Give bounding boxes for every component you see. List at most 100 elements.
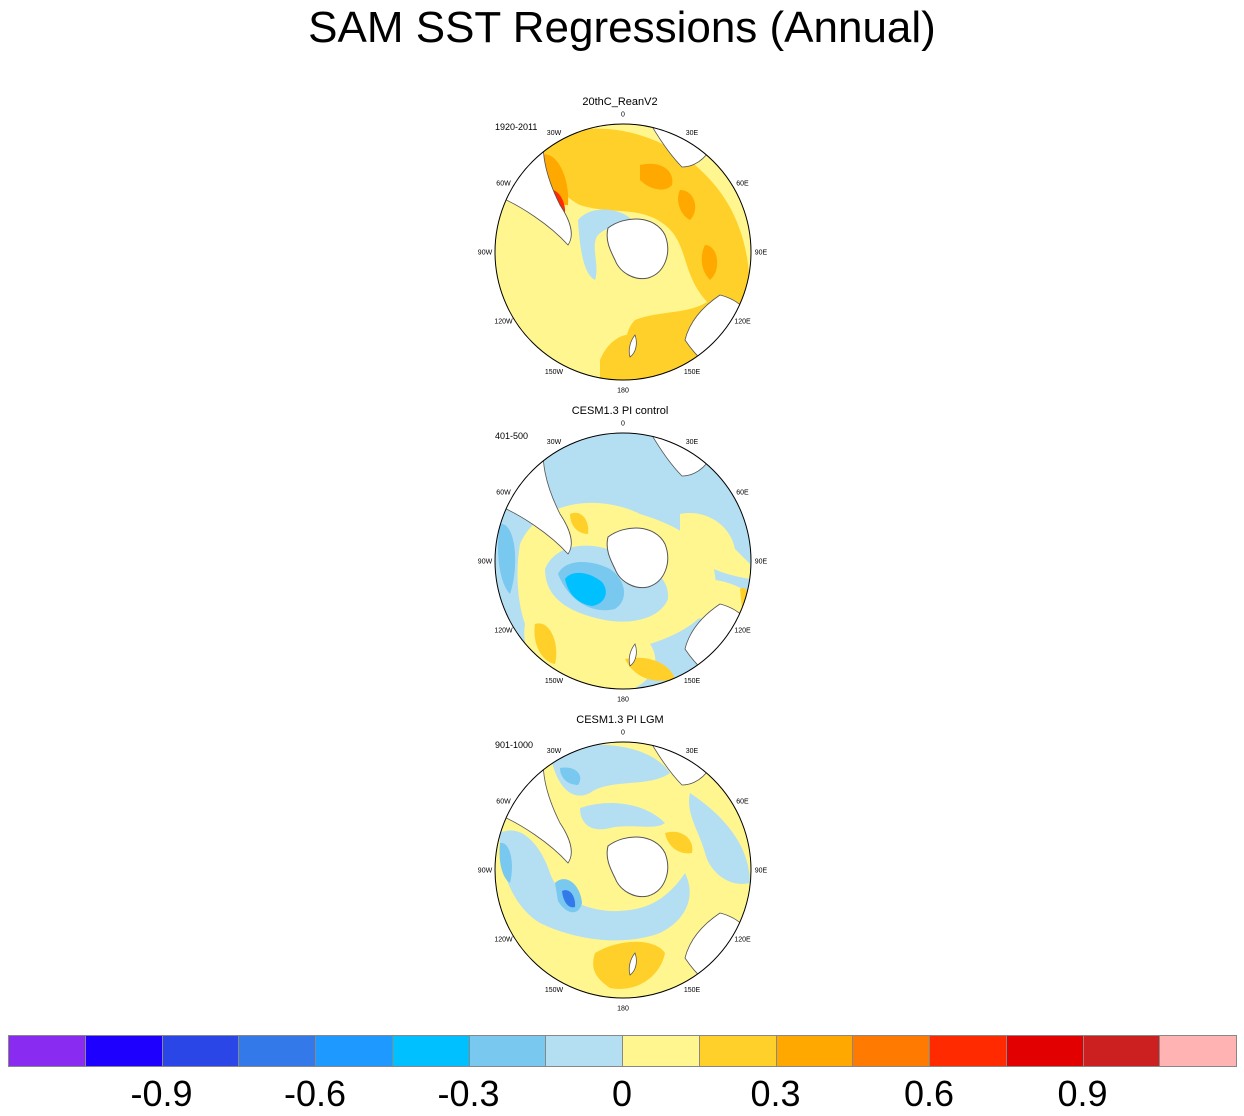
longitude-label: 90W	[478, 868, 493, 875]
colorbar-box	[775, 1035, 854, 1067]
longitude-label: 0	[621, 112, 625, 119]
longitude-label: 30W	[547, 439, 562, 446]
negative-anomaly-region	[499, 830, 690, 941]
positive-anomaly-spot	[534, 623, 557, 664]
figure-title: SAM SST Regressions (Annual)	[308, 3, 936, 52]
panel-period: 901-1000	[495, 740, 534, 750]
africa-landmass	[649, 433, 711, 477]
longitude-label: 60W	[496, 490, 511, 497]
longitude-label: 150W	[545, 369, 564, 376]
longitude-label: 0	[621, 730, 625, 737]
longitude-label: 150E	[684, 987, 701, 994]
new-zealand-landmass	[628, 643, 637, 667]
longitude-labels: 0 30E 60E 90E 120E 150E 180 150W 120W 90W 60W 30W	[478, 730, 768, 1013]
positive-anomaly-spot	[625, 657, 675, 681]
antarctica-landmass	[606, 218, 669, 280]
map-panel-pi-lgm: 0 30E 60E 90E 120E 150E 180 150W 120W 90W 60W 30W C…	[460, 713, 780, 1013]
longitude-label: 120E	[734, 319, 751, 326]
longitude-label: 120E	[734, 937, 751, 944]
longitude-label: 30W	[547, 130, 562, 137]
longitude-label: 180	[617, 697, 629, 704]
longitude-label: 60E	[736, 799, 749, 806]
colorbar-box	[468, 1035, 547, 1067]
longitude-label: 90E	[755, 868, 768, 875]
strong-positive-anomaly	[701, 245, 718, 280]
longitude-label: 30E	[686, 439, 699, 446]
polar-map: 0 30E 60E 90E 120E 150E 180 150W 120W 90W 60W 30W	[478, 421, 768, 704]
moderate-negative-anomaly	[498, 523, 516, 594]
colorbar-box	[315, 1035, 393, 1067]
new-zealand-landmass	[628, 334, 637, 358]
colorbar-box	[698, 1035, 777, 1067]
moderate-negative-anomaly	[560, 767, 581, 785]
colorbar-tick-label: 0.3	[750, 1073, 801, 1114]
panel-title: CESM1.3 PI control	[571, 405, 669, 417]
negative-anomaly-region	[578, 209, 632, 280]
moderate-negative-anomaly	[499, 842, 512, 883]
colorbar-box	[545, 1035, 623, 1067]
longitude-label: 120W	[494, 937, 513, 944]
longitude-label: 150W	[545, 987, 564, 994]
colorbar-box	[391, 1035, 470, 1067]
map-border	[494, 123, 752, 381]
panel-period: 401-500	[495, 431, 529, 441]
longitude-label: 90E	[755, 250, 768, 257]
antarctica-landmass	[606, 836, 669, 898]
colorbar-box	[622, 1035, 700, 1067]
colorbar-box	[161, 1035, 240, 1067]
colorbar-tick-label: 0.9	[1057, 1073, 1108, 1114]
map-panel-reanalysis: 0 30E 60E 90E 120E 150E 180 150W 120W 90W 60W 30W 2…	[460, 95, 780, 395]
longitude-label: 90W	[478, 250, 493, 257]
positive-anomaly-spot	[570, 512, 589, 534]
panel-period: 1920-2011	[495, 122, 538, 132]
longitude-label: 30W	[547, 748, 562, 755]
negative-anomaly-region	[688, 793, 750, 884]
longitude-label: 60E	[736, 181, 749, 188]
colorbar-box	[238, 1035, 316, 1067]
colorbar-box	[929, 1035, 1007, 1067]
negative-anomaly-region	[580, 803, 665, 830]
map-panel-pi-control: 0 30E 60E 90E 120E 150E 180 150W 120W 90W 60W 30W C…	[460, 404, 780, 704]
africa-landmass	[649, 124, 711, 168]
colorbar	[8, 1035, 1237, 1069]
polar-map: 0 30E 60E 90E 120E 150E 180 150W 120W 90W 60W 30W	[478, 730, 768, 1013]
longitude-label: 120W	[494, 628, 513, 635]
longitude-label: 150E	[684, 369, 701, 376]
longitude-label: 120W	[494, 319, 513, 326]
colorbar-box	[1082, 1035, 1161, 1067]
longitude-label: 30E	[686, 130, 699, 137]
colorbar-box	[1159, 1035, 1237, 1067]
colorbar-tick-label: -0.6	[283, 1073, 347, 1114]
longitude-labels: 0 30E 60E 90E 120E 150E 180 150W 120W 90W 60W 30W	[478, 112, 768, 395]
positive-anomaly-region	[600, 334, 650, 380]
longitude-label: 30E	[686, 748, 699, 755]
positive-anomaly-region	[593, 941, 665, 989]
colorbar-box	[1005, 1035, 1084, 1067]
strong-positive-anomaly	[542, 154, 569, 206]
positive-anomaly-region	[542, 128, 750, 305]
longitude-label: 150E	[684, 678, 701, 685]
strong-positive-anomaly	[640, 163, 673, 190]
longitude-label: 90W	[478, 559, 493, 566]
colorbar-tick-label: -0.3	[437, 1073, 500, 1114]
longitude-label: 180	[617, 388, 629, 395]
map-border	[494, 432, 752, 690]
panel-title: CESM1.3 PI LGM	[576, 714, 664, 726]
antarctica-landmass	[606, 527, 669, 589]
colorbar-box	[8, 1035, 86, 1067]
strong-positive-anomaly	[678, 190, 696, 220]
africa-landmass	[649, 742, 711, 786]
positive-anomaly-spot	[665, 831, 693, 854]
longitude-label: 0	[621, 421, 625, 428]
longitude-label: 60E	[736, 490, 749, 497]
longitude-label: 60W	[496, 799, 511, 806]
strong-negative-anomaly	[565, 572, 606, 606]
strong-negative-anomaly	[562, 890, 576, 908]
longitude-label: 120E	[734, 628, 751, 635]
new-zealand-landmass	[628, 952, 637, 976]
colorbar-box	[84, 1035, 163, 1067]
longitude-labels: 0 30E 60E 90E 120E 150E 180 150W 120W 90W 60W 30W	[478, 421, 768, 704]
colorbar-box	[852, 1035, 930, 1067]
longitude-label: 150W	[545, 678, 564, 685]
map-border	[494, 741, 752, 999]
